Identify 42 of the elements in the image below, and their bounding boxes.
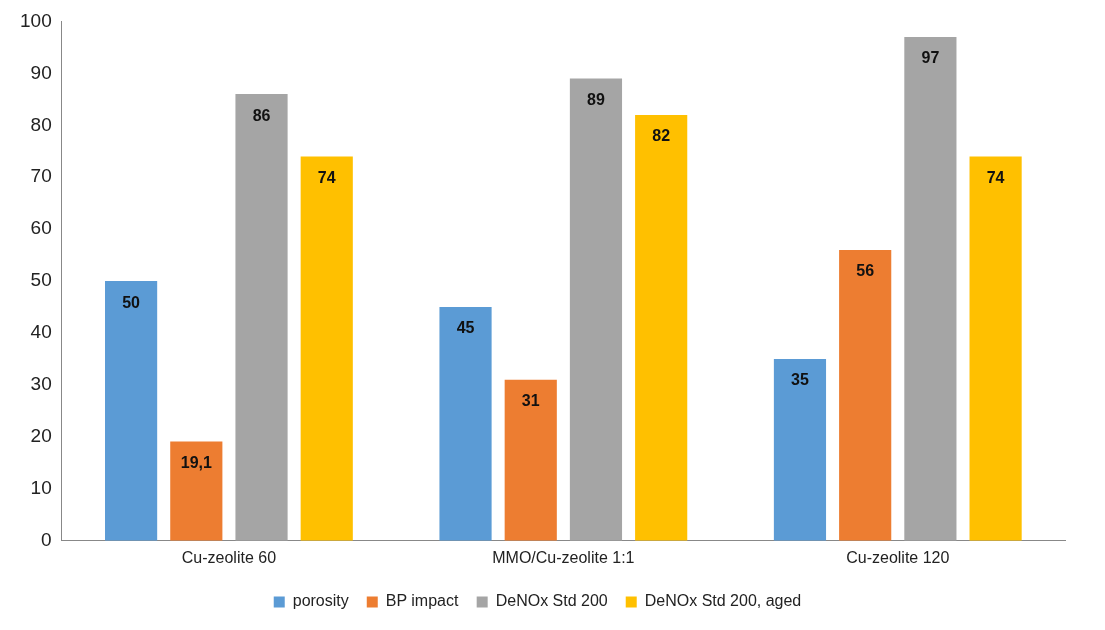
data-label: 74 (317, 168, 336, 186)
data-label: 74 (986, 168, 1005, 186)
y-tick-label: 10 (30, 477, 52, 499)
data-label: 19,1 (180, 454, 212, 471)
y-tick-label: 60 (30, 217, 52, 239)
data-label: 97 (921, 49, 940, 67)
y-tick-label: 20 (30, 425, 52, 447)
data-label: 31 (521, 392, 540, 410)
legend-label: porosity (292, 592, 349, 610)
data-label: 35 (791, 371, 809, 389)
bar (300, 156, 353, 541)
y-tick-label: 30 (30, 373, 52, 395)
bar (170, 441, 223, 541)
y-tick-label: 50 (30, 269, 52, 291)
bar (969, 156, 1022, 541)
y-tick-label: 40 (30, 321, 52, 343)
bar (504, 379, 557, 541)
y-tick-label: 100 (20, 9, 52, 31)
data-label: 45 (456, 319, 475, 337)
bar (235, 94, 288, 541)
y-tick-label: 0 (41, 529, 52, 551)
x-tick-label: Cu-zeolite 60 (181, 548, 277, 566)
bar (773, 359, 827, 541)
y-tick-label: 80 (30, 113, 52, 135)
bar (569, 78, 623, 541)
data-label: 82 (652, 127, 671, 145)
bar (839, 249, 892, 541)
y-tick-label: 70 (30, 165, 52, 187)
legend-label: DeNOx Std 200 (495, 592, 608, 610)
x-tick-label: Cu-zeolite 120 (846, 548, 950, 566)
legend-label: BP impact (385, 592, 459, 610)
bar (105, 281, 158, 541)
data-label: 86 (252, 106, 271, 124)
bar (635, 114, 688, 541)
data-label: 50 (122, 293, 141, 311)
x-tick-label: MMO/Cu-zeolite 1:1 (492, 548, 635, 566)
y-tick-label: 90 (30, 61, 52, 83)
bar (439, 307, 492, 541)
bar (904, 36, 957, 541)
legend-label: DeNOx Std 200, aged (644, 592, 802, 610)
data-label: 89 (587, 90, 605, 108)
data-label: 56 (856, 262, 875, 280)
